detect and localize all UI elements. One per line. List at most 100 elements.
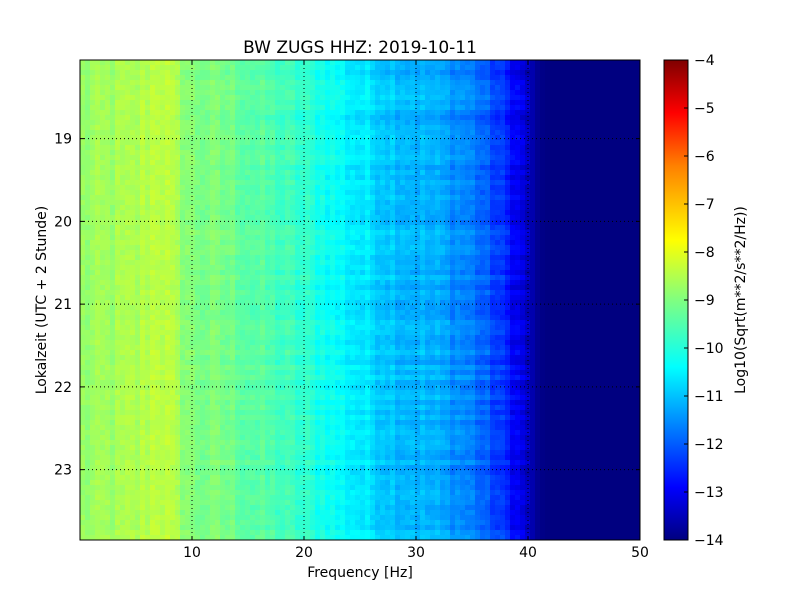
heatmap-cell	[195, 170, 201, 176]
heatmap-cell	[605, 270, 611, 276]
heatmap-cell	[525, 265, 531, 271]
heatmap-cell	[355, 90, 361, 96]
heatmap-cell	[85, 195, 91, 201]
heatmap-cell	[270, 215, 276, 221]
heatmap-cell	[105, 170, 111, 176]
heatmap-cell	[430, 185, 436, 191]
heatmap-cell	[565, 170, 571, 176]
heatmap-cell	[460, 160, 466, 166]
heatmap-cell	[395, 120, 401, 126]
heatmap-cell	[290, 215, 296, 221]
heatmap-cell	[220, 130, 226, 136]
heatmap-cell	[85, 215, 91, 221]
heatmap-cell	[265, 205, 271, 211]
heatmap-cell	[515, 110, 521, 116]
heatmap-cell	[200, 245, 206, 251]
heatmap-cell	[215, 175, 221, 181]
heatmap-cell	[280, 160, 286, 166]
heatmap-cell	[355, 70, 361, 76]
heatmap-cell	[620, 70, 626, 76]
heatmap-cell	[245, 125, 251, 131]
heatmap-cell	[370, 265, 376, 271]
heatmap-cell	[345, 75, 351, 81]
heatmap-cell	[140, 210, 146, 216]
heatmap-cell	[475, 100, 481, 106]
heatmap-cell	[320, 235, 326, 241]
heatmap-cell	[405, 130, 411, 136]
heatmap-cell	[170, 100, 176, 106]
heatmap-cell	[635, 195, 640, 201]
heatmap-cell	[420, 60, 426, 66]
heatmap-cell	[535, 190, 541, 196]
heatmap-cell	[260, 130, 266, 136]
heatmap-cell	[270, 220, 276, 226]
heatmap-cell	[465, 195, 471, 201]
heatmap-cell	[365, 215, 371, 221]
heatmap-cell	[225, 175, 231, 181]
heatmap-cell	[155, 65, 161, 71]
heatmap-cell	[285, 245, 291, 251]
heatmap-cell	[190, 100, 196, 106]
heatmap-cell	[140, 90, 146, 96]
heatmap-cell	[90, 210, 96, 216]
heatmap-cell	[130, 75, 136, 81]
heatmap-cell	[635, 145, 640, 151]
heatmap-cell	[570, 70, 576, 76]
heatmap-cell	[345, 280, 351, 286]
heatmap-cell	[290, 105, 296, 111]
heatmap-cell	[315, 95, 321, 101]
heatmap-cell	[265, 195, 271, 201]
heatmap-cell	[360, 220, 366, 226]
heatmap-cell	[425, 140, 431, 146]
heatmap-cell	[505, 250, 511, 256]
heatmap-cell	[175, 230, 181, 236]
heatmap-cell	[280, 165, 286, 171]
heatmap-cell	[485, 170, 491, 176]
heatmap-cell	[495, 135, 501, 141]
heatmap-cell	[210, 125, 216, 131]
heatmap-cell	[435, 275, 441, 281]
heatmap-cell	[545, 65, 551, 71]
heatmap-cell	[290, 115, 296, 121]
heatmap-cell	[255, 200, 261, 206]
heatmap-cell	[120, 120, 126, 126]
heatmap-cell	[570, 180, 576, 186]
heatmap-cell	[630, 195, 636, 201]
heatmap-cell	[620, 220, 626, 226]
heatmap-cell	[575, 260, 581, 266]
heatmap-cell	[110, 100, 116, 106]
heatmap-cell	[135, 265, 141, 271]
heatmap-cell	[170, 65, 176, 71]
heatmap-cell	[615, 240, 621, 246]
heatmap-cell	[535, 70, 541, 76]
heatmap-cell	[340, 65, 346, 71]
heatmap-cell	[285, 100, 291, 106]
heatmap-cell	[275, 235, 281, 241]
heatmap-cell	[330, 205, 336, 211]
heatmap-cell	[600, 225, 606, 231]
heatmap-cell	[115, 205, 121, 211]
heatmap-cell	[360, 105, 366, 111]
heatmap-cell	[130, 100, 136, 106]
heatmap-cell	[255, 275, 261, 281]
heatmap-cell	[620, 185, 626, 191]
heatmap-cell	[300, 130, 306, 136]
heatmap-cell	[565, 115, 571, 121]
heatmap-cell	[575, 200, 581, 206]
heatmap-cell	[595, 75, 601, 81]
heatmap-cell	[115, 160, 121, 166]
heatmap-cell	[580, 205, 586, 211]
heatmap-cell	[360, 140, 366, 146]
heatmap-cell	[295, 260, 301, 266]
heatmap-cell	[400, 245, 406, 251]
heatmap-cell	[220, 230, 226, 236]
heatmap-cell	[415, 215, 421, 221]
heatmap-cell	[455, 140, 461, 146]
heatmap-cell	[165, 65, 171, 71]
heatmap-cell	[505, 65, 511, 71]
heatmap-cell	[175, 90, 181, 96]
heatmap-cell	[590, 165, 596, 171]
heatmap-cell	[185, 255, 191, 261]
heatmap-cell	[340, 215, 346, 221]
heatmap-cell	[325, 100, 331, 106]
